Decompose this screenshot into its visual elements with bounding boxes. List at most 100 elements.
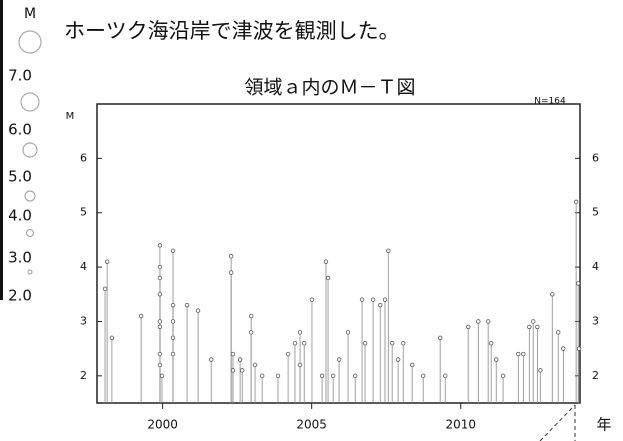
note: N=164: [534, 97, 566, 107]
point: [109, 335, 115, 340]
x-tick-label: 2010: [445, 418, 476, 432]
y-tick-label-right: 3: [592, 314, 599, 327]
point: [535, 324, 540, 330]
point: [437, 335, 443, 340]
point: [389, 341, 395, 346]
point: [275, 373, 281, 379]
legend-label: 4.0: [8, 207, 32, 225]
legend-circle: [27, 269, 33, 275]
legend-circle: [25, 228, 35, 238]
point: [330, 373, 336, 379]
point: [170, 302, 176, 308]
point: [157, 275, 163, 281]
y-tick-label: 5: [80, 206, 87, 219]
plot-frame: [96, 103, 581, 404]
point: [476, 319, 481, 324]
legend-label: 6.0: [8, 121, 32, 139]
point: [485, 319, 491, 324]
point: [157, 324, 163, 330]
cut-mark: [539, 404, 576, 441]
point: [336, 357, 342, 362]
legend-label: 5.0: [8, 168, 32, 186]
point: [576, 346, 582, 351]
y-tick-label-right: 6: [592, 151, 599, 164]
y-tick-label: 2: [80, 369, 87, 382]
point: [362, 341, 368, 346]
point: [297, 362, 303, 368]
point: [352, 373, 358, 379]
left-bar: [0, 0, 3, 300]
point: [576, 281, 581, 286]
point: [138, 313, 144, 319]
point: [297, 330, 303, 335]
point: [386, 248, 391, 253]
point: [248, 330, 254, 335]
point: [259, 373, 265, 379]
legend-label: 2.0: [8, 287, 32, 305]
point: [323, 259, 329, 264]
point: [561, 346, 566, 351]
plot: 2 2 3 3 4 4 5 5 6 6 2000 2005 2010: [80, 103, 599, 432]
caption: ホーツク海沿岸で津波を観測した。: [64, 19, 400, 43]
y-tick-label: 6: [80, 151, 87, 164]
point: [359, 297, 365, 302]
point: [556, 330, 561, 335]
point: [237, 357, 243, 362]
point: [159, 373, 165, 379]
legend: 7.0 6.0 5.0 4.0 3.0 2.0: [8, 30, 42, 305]
point: [170, 351, 176, 357]
x-tick-label: 2005: [296, 418, 327, 432]
point: [228, 270, 234, 275]
point: [157, 362, 163, 368]
y-tick-label-right: 2: [592, 369, 599, 382]
y-tick-label: 3: [80, 314, 87, 327]
legend-circle: [22, 142, 38, 158]
point: [292, 341, 298, 346]
point: [309, 297, 315, 302]
point: [395, 357, 401, 362]
point: [530, 319, 536, 324]
point: [230, 368, 236, 373]
point: [465, 324, 471, 330]
point: [319, 373, 325, 379]
point: [409, 362, 415, 368]
point: [208, 357, 214, 362]
point: [170, 248, 176, 253]
point: [104, 259, 110, 264]
y-tick-label-right: 5: [592, 206, 599, 219]
y-tick-label: 4: [80, 260, 87, 273]
point: [248, 313, 254, 319]
legend-circle: [20, 92, 40, 112]
point: [488, 341, 494, 346]
legend-circle: [24, 190, 36, 202]
point: [157, 351, 163, 357]
point: [325, 275, 331, 281]
point: [170, 335, 176, 340]
point: [228, 254, 234, 259]
point: [378, 302, 383, 308]
point: [195, 308, 201, 313]
point: [184, 302, 190, 308]
point: [573, 199, 579, 205]
point: [521, 351, 526, 357]
point: [443, 373, 448, 379]
point: [400, 341, 406, 346]
point: [157, 243, 163, 248]
point: [538, 368, 543, 373]
point: [302, 341, 307, 346]
point: [157, 264, 163, 270]
point: [102, 286, 108, 292]
point: [382, 297, 388, 302]
legend-label: 7.0: [8, 67, 32, 85]
point: [252, 362, 258, 368]
point: [420, 373, 426, 379]
point: [285, 351, 291, 357]
point: [345, 330, 351, 335]
y-axis-label: M: [66, 111, 75, 122]
y-tick-label-right: 4: [592, 260, 599, 273]
legend-circle: [18, 30, 42, 54]
point: [239, 368, 245, 373]
point: [500, 373, 506, 379]
point: [494, 357, 499, 362]
